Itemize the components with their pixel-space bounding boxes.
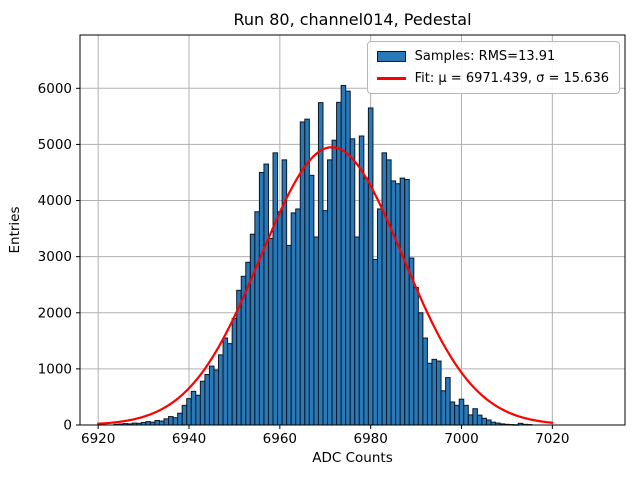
histogram-bar (449, 401, 456, 426)
histogram-bar (367, 107, 374, 426)
samples-legend-label: Samples: RMS=13.91 (414, 49, 556, 64)
legend-entry-samples: Samples: RMS=13.91 (376, 49, 609, 64)
histogram-bar (295, 208, 301, 426)
histogram-bar (467, 414, 474, 426)
histogram-bar (349, 138, 356, 426)
histogram-bar (436, 360, 442, 426)
histogram-bar (345, 90, 351, 426)
axes-border (79, 34, 626, 426)
histogram-bar (163, 418, 170, 426)
histogram-bar (277, 211, 283, 426)
histogram-bar (227, 343, 233, 426)
histogram-bar (145, 421, 151, 426)
histogram-bar (327, 159, 333, 426)
histogram-bar (399, 177, 406, 426)
legend: Samples: RMS=13.91 Fit: μ = 6971.439, σ … (366, 41, 620, 94)
histogram-bar (426, 362, 433, 426)
histogram-bar (267, 237, 274, 426)
histogram-bar (445, 377, 451, 426)
histogram-bar (440, 390, 447, 426)
histogram-bar (404, 179, 410, 426)
histogram-bar (258, 171, 265, 426)
histogram-bar (204, 374, 210, 426)
fit-legend-line (376, 77, 406, 80)
chart-title: Run 80, channel014, Pedestal (233, 10, 472, 29)
histogram-bar (358, 135, 365, 426)
histogram-bar (458, 398, 465, 426)
histogram-bar (476, 414, 483, 426)
histogram-bar (208, 365, 215, 426)
histogram-bar (190, 390, 197, 426)
histogram-bar (263, 163, 269, 426)
x-tick-label: 7000 (444, 431, 478, 447)
histogram-bar (218, 354, 224, 426)
histogram-bar (272, 152, 279, 426)
histogram-bar (168, 416, 174, 426)
histogram-bar (254, 211, 260, 426)
histogram-bar (249, 233, 256, 426)
histogram-bar (422, 337, 428, 426)
histogram-bar (154, 420, 160, 426)
histogram-bar (386, 159, 392, 426)
x-tick-label: 7020 (535, 431, 569, 447)
y-tick-label: 6000 (38, 81, 72, 97)
histogram-bar (231, 317, 238, 426)
histogram-bar (322, 210, 329, 426)
histogram-bar (431, 358, 438, 426)
y-tick-label: 4000 (38, 193, 72, 209)
x-tick-label: 6980 (353, 431, 387, 447)
histogram-bar (413, 287, 419, 426)
fit-curve (97, 146, 554, 425)
histogram-bar (390, 180, 397, 426)
histogram-bar (381, 152, 388, 426)
histogram-bar (313, 236, 319, 426)
histogram-bar (308, 174, 315, 426)
histogram-bar (395, 183, 401, 426)
histogram-bar (354, 236, 360, 426)
histogram-bar (417, 312, 424, 426)
y-tick-label: 5000 (38, 137, 72, 153)
x-tick-label: 6920 (81, 431, 115, 447)
y-tick-label: 1000 (38, 361, 72, 377)
y-axis-label: Entries (7, 206, 23, 254)
fit-legend-label: Fit: μ = 6971.439, σ = 15.636 (414, 71, 609, 86)
histogram-bar (363, 177, 369, 426)
histogram-bar (186, 398, 192, 426)
y-tick-label: 2000 (38, 305, 72, 321)
histogram-bar (481, 417, 487, 426)
histogram-bar (454, 404, 460, 426)
histogram-bar (222, 337, 229, 426)
histogram-bar (340, 85, 347, 426)
histogram-bar (177, 412, 183, 426)
x-tick-label: 6940 (172, 431, 206, 447)
histogram-bar (372, 258, 378, 426)
histogram-bar (172, 417, 179, 426)
histogram-bar (485, 419, 492, 426)
histogram-bar (336, 101, 342, 426)
x-tick-label: 6960 (263, 431, 297, 447)
histogram-bar (158, 420, 165, 426)
legend-entry-fit: Fit: μ = 6971.439, σ = 15.636 (376, 71, 609, 86)
histogram-bar (286, 244, 292, 426)
histogram-bar (199, 380, 206, 426)
samples-legend-swatch (376, 51, 406, 62)
histogram-bar (195, 394, 201, 426)
y-tick-label: 0 (63, 418, 72, 434)
histogram-bar (213, 369, 220, 426)
histogram-bar (331, 139, 338, 426)
histogram-bar (290, 212, 297, 426)
histogram-bar (463, 404, 469, 426)
x-axis-label: ADC Counts (312, 450, 393, 466)
y-tick-label: 3000 (38, 249, 72, 265)
histogram-bar (376, 208, 383, 426)
histogram-bar (181, 404, 188, 426)
histogram-bar (472, 408, 478, 426)
